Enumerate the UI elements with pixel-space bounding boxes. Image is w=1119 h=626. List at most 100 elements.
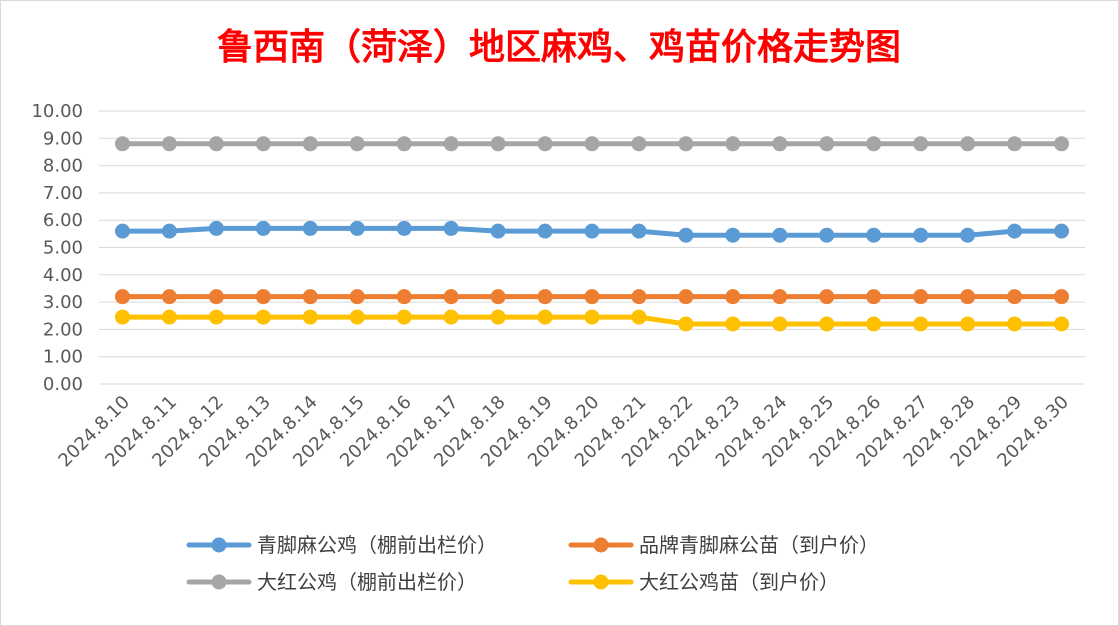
data-point bbox=[443, 289, 459, 305]
y-tick-label: 5.00 bbox=[43, 238, 83, 259]
legend-marker bbox=[211, 574, 227, 590]
data-point bbox=[114, 223, 130, 239]
legend: 青脚麻公鸡（棚前出栏价） 品牌青脚麻公苗（到户价） 大红公鸡（棚前出栏价） 大红公鸡苗… bbox=[186, 533, 879, 594]
data-point bbox=[396, 220, 412, 236]
legend-marker bbox=[211, 537, 227, 553]
data-point bbox=[1007, 289, 1023, 305]
data-point bbox=[678, 227, 694, 243]
data-point bbox=[490, 136, 506, 152]
y-tick-label: 4.00 bbox=[43, 265, 83, 286]
data-point bbox=[584, 309, 600, 325]
data-point bbox=[819, 136, 835, 152]
data-point bbox=[772, 289, 788, 305]
data-point bbox=[537, 136, 553, 152]
legend-label: 大红公鸡苗（到户价） bbox=[639, 570, 839, 594]
data-point bbox=[631, 309, 647, 325]
y-tick-label: 2.00 bbox=[43, 319, 83, 340]
data-point bbox=[443, 220, 459, 236]
data-point bbox=[161, 136, 177, 152]
data-point bbox=[960, 136, 976, 152]
data-point bbox=[302, 289, 318, 305]
data-point bbox=[1007, 316, 1023, 332]
data-point bbox=[537, 309, 553, 325]
series-group bbox=[114, 136, 1070, 332]
data-point bbox=[1054, 289, 1070, 305]
data-point bbox=[490, 309, 506, 325]
data-point bbox=[302, 309, 318, 325]
data-point bbox=[819, 316, 835, 332]
data-point bbox=[537, 223, 553, 239]
series-1 bbox=[114, 289, 1070, 305]
y-tick-label: 0.00 bbox=[43, 374, 83, 395]
data-point bbox=[255, 309, 271, 325]
legend-item: 大红公鸡苗（到户价） bbox=[568, 570, 839, 594]
legend-label: 品牌青脚麻公苗（到户价） bbox=[639, 533, 879, 557]
data-point bbox=[537, 289, 553, 305]
data-point bbox=[725, 289, 741, 305]
series-2 bbox=[114, 136, 1070, 152]
data-point bbox=[913, 316, 929, 332]
data-point bbox=[396, 309, 412, 325]
y-tick-label: 1.00 bbox=[43, 347, 83, 368]
data-point bbox=[255, 220, 271, 236]
data-point bbox=[960, 227, 976, 243]
legend-marker bbox=[593, 537, 609, 553]
data-point bbox=[349, 309, 365, 325]
data-point bbox=[114, 136, 130, 152]
legend-item: 品牌青脚麻公苗（到户价） bbox=[568, 533, 879, 557]
data-point bbox=[490, 223, 506, 239]
data-point bbox=[866, 289, 882, 305]
data-point bbox=[161, 223, 177, 239]
data-point bbox=[913, 289, 929, 305]
data-point bbox=[208, 136, 224, 152]
data-point bbox=[584, 289, 600, 305]
data-point bbox=[584, 223, 600, 239]
y-tick-label: 7.00 bbox=[43, 183, 83, 204]
data-point bbox=[349, 289, 365, 305]
data-point bbox=[913, 227, 929, 243]
data-point bbox=[772, 227, 788, 243]
data-point bbox=[1054, 136, 1070, 152]
data-point bbox=[772, 136, 788, 152]
data-point bbox=[725, 227, 741, 243]
data-point bbox=[678, 136, 694, 152]
data-point bbox=[1007, 223, 1023, 239]
data-point bbox=[255, 289, 271, 305]
legend-item: 青脚麻公鸡（棚前出栏价） bbox=[186, 533, 497, 557]
data-point bbox=[208, 289, 224, 305]
y-tick-label: 10.00 bbox=[31, 101, 83, 122]
data-point bbox=[1007, 136, 1023, 152]
data-point bbox=[161, 309, 177, 325]
data-point bbox=[584, 136, 600, 152]
data-point bbox=[490, 289, 506, 305]
legend-label: 大红公鸡（棚前出栏价） bbox=[257, 570, 477, 594]
y-tick-label: 3.00 bbox=[43, 292, 83, 313]
data-point bbox=[396, 289, 412, 305]
y-axis-ticks: 0.00 1.00 2.00 3.00 4.00 5.00 6.00 7.00 8.00 9.00… bbox=[31, 101, 83, 395]
data-point bbox=[302, 136, 318, 152]
data-point bbox=[819, 289, 835, 305]
data-point bbox=[208, 309, 224, 325]
data-point bbox=[678, 316, 694, 332]
data-point bbox=[161, 289, 177, 305]
data-point bbox=[960, 316, 976, 332]
data-point bbox=[678, 289, 694, 305]
data-point bbox=[114, 289, 130, 305]
data-point bbox=[302, 220, 318, 236]
data-point bbox=[631, 289, 647, 305]
data-point bbox=[349, 136, 365, 152]
data-point bbox=[913, 136, 929, 152]
data-point bbox=[772, 316, 788, 332]
data-point bbox=[443, 136, 459, 152]
data-point bbox=[631, 136, 647, 152]
data-point bbox=[725, 316, 741, 332]
data-point bbox=[208, 220, 224, 236]
y-tick-label: 9.00 bbox=[43, 128, 83, 149]
data-point bbox=[819, 227, 835, 243]
data-point bbox=[255, 136, 271, 152]
data-point bbox=[114, 309, 130, 325]
data-point bbox=[349, 220, 365, 236]
data-point bbox=[725, 136, 741, 152]
